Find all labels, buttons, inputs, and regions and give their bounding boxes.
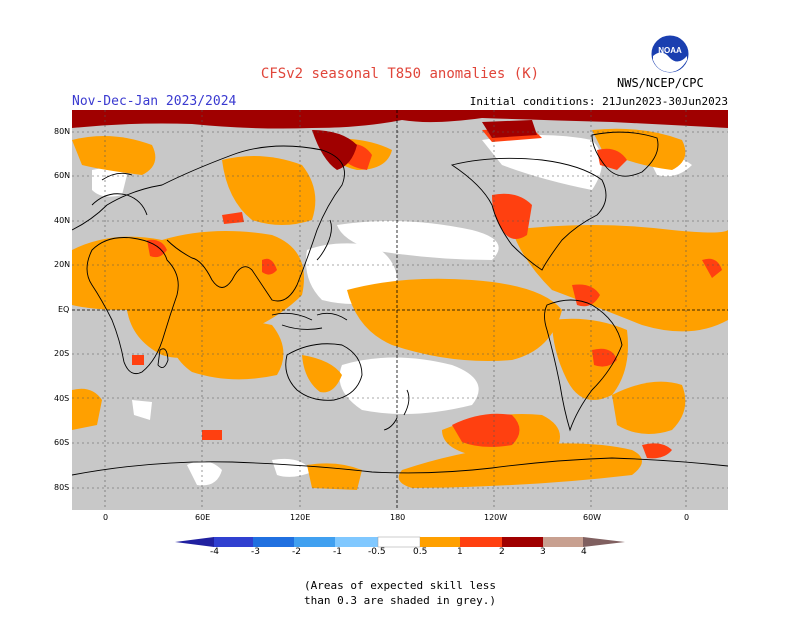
lon-label-180: 180 — [390, 513, 406, 522]
noaa-logo-text: NOAA — [658, 46, 682, 55]
colorbar-label: -4 — [210, 547, 219, 557]
colorbar-segment-3-4 — [543, 537, 583, 547]
lon-label-120w: 120W — [484, 513, 508, 522]
colorbar-segment-2-1 — [294, 537, 335, 547]
agency-label: NWS/NCEP/CPC — [617, 76, 704, 90]
lon-label-0: 0 — [103, 513, 109, 522]
colorbar-segment-4-3 — [214, 537, 253, 547]
lat-label-60s: 60S — [54, 438, 70, 447]
season-label: Nov-Dec-Jan 2023/2024 — [72, 94, 237, 109]
colorbar-segment-1-2 — [460, 537, 502, 547]
colorbar-label: -2 — [292, 547, 301, 557]
colorbar-label: -3 — [251, 547, 260, 557]
lat-label-60n: 60N — [54, 171, 71, 180]
skill-note: (Areas of expected skill less than 0.3 a… — [0, 578, 800, 608]
colorbar-label: 3 — [540, 547, 546, 557]
colorbar-segment-2-3 — [502, 537, 543, 547]
colorbar-label: 0.5 — [413, 547, 428, 557]
skill-note-line-2: than 0.3 are shaded in grey.) — [303, 594, 497, 607]
lat-label-40s: 40S — [54, 394, 70, 403]
skill-note-line-1: (Areas of expected skill less — [303, 579, 497, 592]
chart-title: CFSv2 seasonal T850 anomalies (K) — [260, 66, 540, 82]
lon-label-60e: 60E — [195, 513, 211, 522]
colorbar-segment-above-4 — [583, 537, 625, 547]
lat-label-20n: 20N — [54, 260, 71, 269]
lat-label-20s: 20S — [54, 349, 70, 358]
colorbar-label: 1 — [457, 547, 463, 557]
lat-label-80s: 80S — [54, 483, 70, 492]
coastlines — [72, 131, 728, 476]
colorbar-segment-neutral — [377, 536, 421, 548]
colorbar-label: -0.5 — [368, 547, 386, 557]
map-reference-lines — [72, 110, 728, 510]
noaa-logo-icon: NOAA — [650, 34, 690, 74]
colorbar-segment-0p5-1 — [420, 537, 460, 547]
colorbar-segment-below-4 — [175, 537, 214, 547]
lon-label-0-east: 0 — [684, 513, 690, 522]
colorbar-segment-3-2 — [253, 537, 294, 547]
colorbar-segment-1-0p5 — [335, 537, 378, 547]
colorbar — [175, 536, 625, 548]
colorbar-label: 4 — [581, 547, 587, 557]
anomaly-2-to-3-regions — [72, 110, 728, 170]
lat-label-80n: 80N — [54, 127, 71, 136]
lon-label-60w: 60W — [583, 513, 602, 522]
anomaly-0p5-to-1-regions — [72, 128, 728, 490]
initial-conditions-label: Initial conditions: 21Jun2023-30Jun2023 — [469, 95, 728, 108]
lat-label-40n: 40N — [54, 216, 71, 225]
colorbar-label: 2 — [499, 547, 505, 557]
anomaly-map — [72, 110, 728, 510]
colorbar-label: -1 — [333, 547, 342, 557]
lon-label-120e: 120E — [290, 513, 311, 522]
lat-label-eq: EQ — [58, 305, 70, 314]
